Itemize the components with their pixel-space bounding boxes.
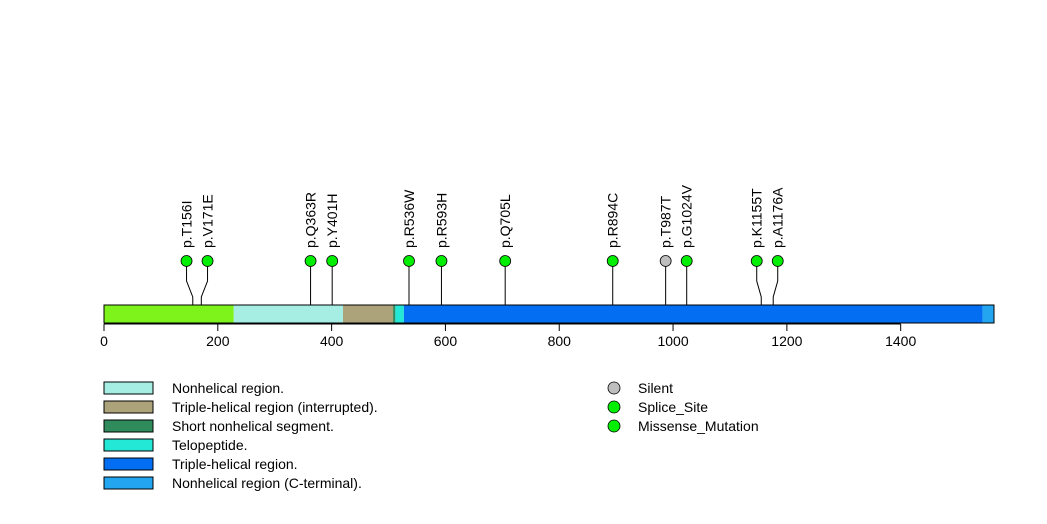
mutation-type-legend: Silent Splice_Site Missense_Mutation [607,380,759,434]
mutation-label: p.V171E [200,194,216,248]
mutation-label: p.Y401H [324,194,340,248]
mutation-point [606,255,619,267]
mutation-stem [772,261,779,305]
protein-bar-outline [103,304,995,324]
mutation-stem [186,261,194,305]
mutation-stem [200,261,209,305]
mutation-point [499,255,512,267]
mutation-label: p.A1176A [770,187,786,248]
x-tick-label: 600 [434,333,458,349]
mutation-label: p.Q705L [497,194,513,248]
mutation-label: p.K1155T [749,188,765,248]
x-tick-label: 400 [320,333,344,349]
x-axis: 0 200 400 600 800 1000 1200 1400 [100,323,916,349]
mutation-legend-marker [607,419,621,433]
mutation-stem [756,261,762,305]
domain-legend-label: Nonhelical region. [172,380,284,396]
domain-segment [982,305,994,323]
domain-legend-label: Triple-helical region. [172,456,298,472]
mutation-label: p.T156I [179,201,195,248]
mutation-legend-label: Missense_Mutation [638,418,759,434]
x-tick-label: 1400 [885,333,916,349]
mutation-point [659,255,672,267]
x-tick-label: 0 [100,333,108,349]
mutation-point [750,255,763,267]
domain-segment [395,305,404,323]
domain-legend-label: Telopeptide. [172,437,248,453]
domain-legend-swatch [103,419,154,433]
x-tick-label: 200 [206,333,230,349]
domain-legend: Nonhelical region. Triple-helical region … [103,380,378,491]
domain-legend-label: Triple-helical region (interrupted). [172,399,378,415]
mutation-point [180,255,193,267]
mutation-stems [186,261,779,305]
domain-legend-swatch [103,400,154,414]
domain-segment [104,305,234,323]
mutation-point [304,255,317,267]
domain-legend-swatch [103,457,154,471]
mutation-legend-marker [607,381,621,395]
domain-legend-label: Nonhelical region (C-terminal). [172,475,362,491]
domain-legend-swatch [103,476,154,490]
x-tick-label: 800 [548,333,572,349]
domain-legend-swatch [103,438,154,452]
domain-segment [403,305,983,323]
mutation-point [326,255,339,267]
x-tick-label: 1200 [771,333,802,349]
mutation-point [771,255,784,267]
mutation-points [180,255,784,267]
mutation-label: p.T987T [658,195,674,248]
protein-domain-bar [103,304,995,324]
mutation-legend-label: Splice_Site [638,399,708,415]
mutation-legend-label: Silent [638,380,673,396]
mutation-legend-marker [607,400,621,414]
x-tick-label: 1000 [657,333,688,349]
mutation-label: p.G1024V [679,184,695,248]
domain-legend-swatch [103,381,154,395]
domain-segment [233,305,344,323]
mutation-label: p.R593H [433,193,449,248]
mutation-point [201,255,214,267]
domain-segment [343,305,394,323]
mutation-label: p.R536W [401,189,417,248]
domain-segment [393,305,396,323]
mutation-label: p.Q363R [303,192,319,248]
domain-legend-label: Short nonhelical segment. [172,418,334,434]
mutation-point [435,255,448,267]
mutation-point [680,255,693,267]
mutation-labels: p.T156I p.V171E p.Q363R p.Y401H p.R536W p.R59… [179,184,786,248]
mutation-label: p.R894C [605,193,621,248]
mutation-point [403,255,415,267]
